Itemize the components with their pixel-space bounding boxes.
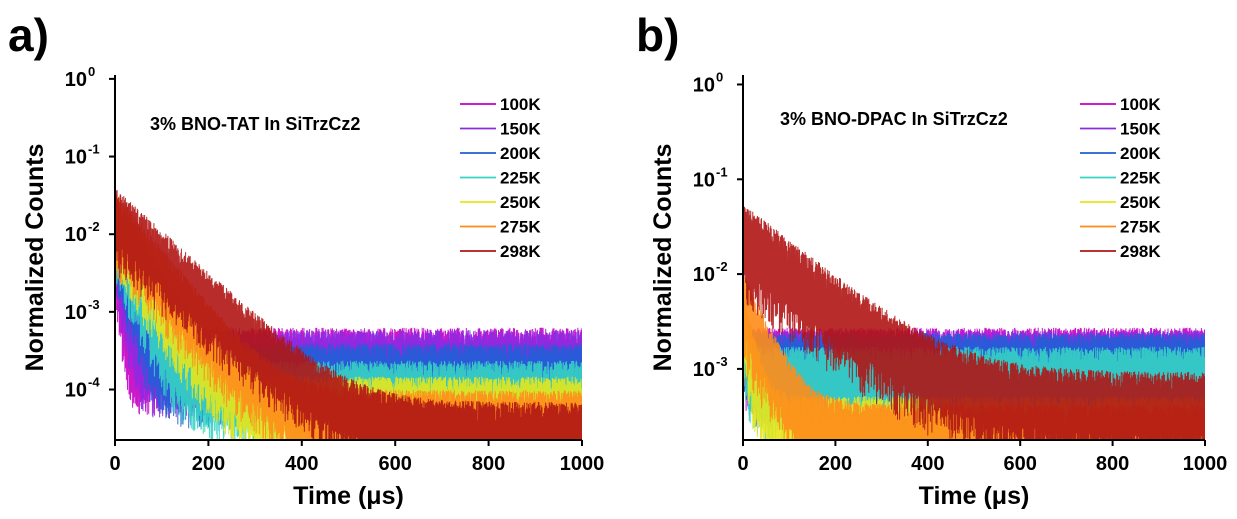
y-tick-label: 10 — [65, 224, 87, 246]
x-tick-label: 800 — [472, 453, 505, 475]
y-tick-label: 10 — [693, 264, 715, 286]
legend-label-275K: 275K — [500, 218, 541, 237]
y-tick-label: 10 — [65, 302, 87, 324]
legend-label-150K: 150K — [1120, 120, 1161, 139]
x-tick-label: 1000 — [560, 453, 605, 475]
x-tick-label: 600 — [1004, 453, 1037, 475]
y-axis-label: Normalized Counts — [649, 144, 677, 372]
x-tick-label: 400 — [285, 453, 318, 475]
y-tick-label: 10 — [65, 380, 87, 402]
x-tick-label: 200 — [819, 453, 852, 475]
legend-label-275K: 275K — [1120, 218, 1161, 237]
sample-annotation: 3% BNO-TAT In SiTrzCz2 — [150, 114, 360, 134]
y-tick-exponent: -1 — [88, 142, 100, 157]
legend-label-225K: 225K — [1120, 169, 1161, 188]
x-axis-label: Time (μs) — [919, 482, 1030, 510]
y-tick-exponent: -3 — [88, 297, 100, 312]
y-tick-exponent: -4 — [88, 375, 100, 390]
plot-area — [743, 206, 1205, 440]
x-tick-label: 600 — [379, 453, 412, 475]
y-axis-label: Normalized Counts — [21, 144, 49, 372]
series-298K — [115, 190, 582, 440]
plot-area — [115, 190, 582, 440]
legend-label-225K: 225K — [500, 169, 541, 188]
y-tick-exponent: 0 — [716, 69, 723, 84]
legend-label-100K: 100K — [500, 95, 541, 114]
legend-label-200K: 200K — [1120, 144, 1161, 163]
y-tick-label: 10 — [65, 69, 87, 91]
legend-label-100K: 100K — [1120, 95, 1161, 114]
legend-label-250K: 250K — [1120, 193, 1161, 212]
legend: 100K 150K 200K 225K 250K 275K 298K — [1080, 95, 1161, 261]
panel-label-a: a) — [8, 9, 49, 61]
x-tick-label: 200 — [192, 453, 225, 475]
legend-label-298K: 298K — [1120, 242, 1161, 261]
legend-label-298K: 298K — [500, 242, 541, 261]
y-tick-exponent: -2 — [88, 219, 100, 234]
series-298K — [743, 206, 1205, 440]
sample-annotation: 3% BNO-DPAC In SiTrzCz2 — [780, 109, 1008, 129]
x-axis-label: Time (μs) — [293, 482, 404, 510]
legend: 100K 150K 200K 225K 250K 275K 298K — [460, 95, 541, 261]
x-tick-label: 0 — [109, 453, 120, 475]
y-tick-label: 10 — [693, 74, 715, 96]
y-tick-exponent: -2 — [716, 259, 728, 274]
x-tick-label: 0 — [737, 453, 748, 475]
x-tick-label: 800 — [1096, 453, 1129, 475]
legend-label-150K: 150K — [500, 120, 541, 139]
y-tick-label: 10 — [693, 359, 715, 381]
x-tick-label: 400 — [911, 453, 944, 475]
x-tick-label: 1000 — [1183, 453, 1228, 475]
legend-label-250K: 250K — [500, 193, 541, 212]
y-tick-exponent: 0 — [88, 64, 95, 79]
y-tick-label: 10 — [65, 147, 87, 169]
y-tick-label: 10 — [693, 169, 715, 191]
legend-label-200K: 200K — [500, 144, 541, 163]
y-tick-exponent: -1 — [716, 164, 728, 179]
panel-label-b: b) — [636, 9, 680, 61]
y-tick-exponent: -3 — [716, 354, 728, 369]
